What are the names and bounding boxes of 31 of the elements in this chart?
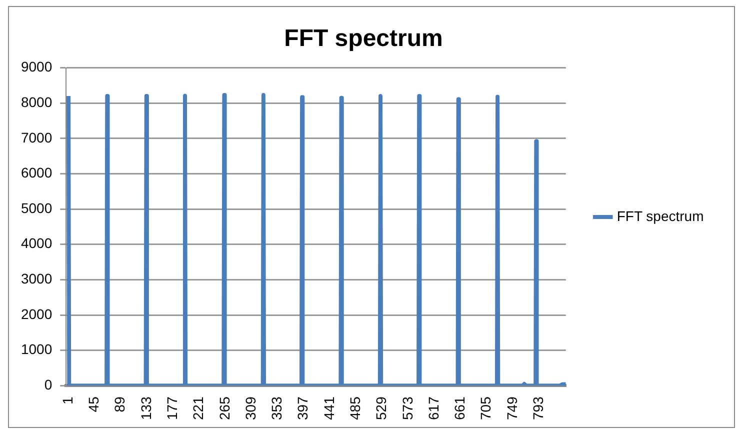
y-tick-label: 3000 (20, 270, 52, 287)
y-tick-label: 6000 (20, 164, 52, 181)
x-tick-label: 705 (478, 396, 494, 420)
x-tick-label: 529 (373, 396, 390, 420)
y-tick-label: 5000 (20, 200, 52, 216)
y-tick-label: 7000 (20, 129, 52, 146)
x-tick-label: 573 (399, 396, 416, 420)
y-tick-label: 9000 (20, 58, 52, 75)
x-tick-label: 749 (504, 396, 520, 420)
x-tick-label: 45 (86, 396, 102, 412)
x-tick-label: 309 (242, 396, 258, 420)
x-tick-label: 89 (112, 396, 128, 412)
x-tick-label: 265 (216, 396, 232, 420)
x-tick-label: 353 (268, 396, 285, 420)
x-tick-label: 793 (530, 396, 546, 420)
y-tick-label: 2000 (20, 306, 52, 322)
y-tick-label: 1000 (20, 341, 52, 358)
x-tick-label: 221 (190, 396, 206, 420)
x-tick-label: 1 (59, 396, 76, 404)
x-tick-label: 133 (138, 396, 154, 420)
chart-title: FFT spectrum (284, 25, 443, 52)
x-tick-label: 485 (346, 396, 363, 420)
y-tick-label: 8000 (20, 94, 52, 110)
y-tick-label: 0 (44, 376, 52, 392)
x-tick-label: 661 (452, 396, 468, 420)
x-tick-label: 441 (320, 396, 337, 420)
legend-label: FFT spectrum (616, 208, 704, 224)
y-tick-label: 4000 (20, 235, 52, 252)
x-tick-label: 397 (294, 396, 311, 420)
x-tick-label: 177 (164, 396, 180, 420)
x-tick-label: 617 (425, 396, 442, 420)
